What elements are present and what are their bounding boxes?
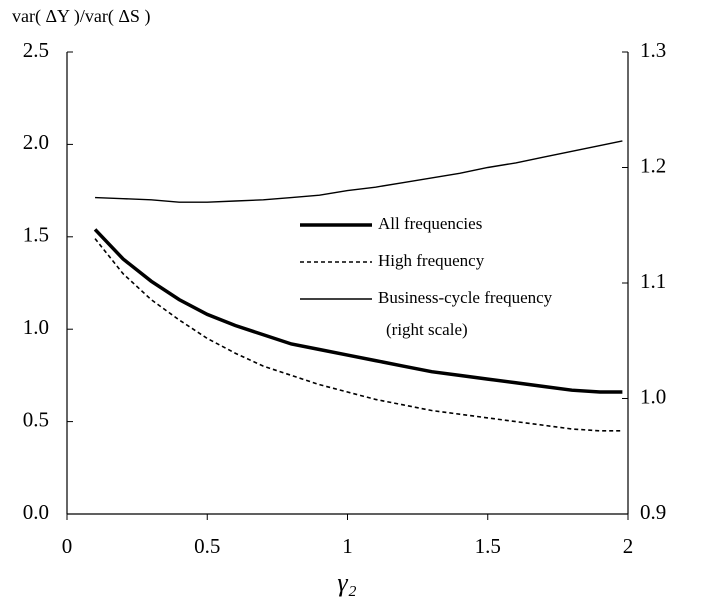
- series-line: [94, 238, 623, 432]
- y-axis-label: var( ΔY )/var( ΔS ): [12, 6, 150, 27]
- x-axis-label: γ₂: [337, 568, 356, 597]
- y2-tick-label: 1.3: [640, 38, 666, 62]
- legend-label: High frequency: [378, 251, 485, 270]
- y-tick-label: 2.5: [23, 38, 49, 62]
- y2-tick-label: 0.9: [640, 500, 666, 524]
- y-tick-label: 1.0: [23, 315, 49, 339]
- y-tick-label: 0.5: [23, 407, 49, 431]
- series-line: [93, 228, 623, 394]
- x-tick-label: 0: [62, 534, 73, 558]
- x-tick-label: 1: [342, 534, 353, 558]
- y-tick-label: 1.5: [23, 223, 49, 247]
- x-tick-label: 2: [623, 534, 634, 558]
- y2-tick-label: 1.0: [640, 384, 666, 408]
- x-tick-label: 0.5: [194, 534, 220, 558]
- legend-label: All frequencies: [378, 214, 482, 233]
- y-tick-label: 2.0: [23, 130, 49, 154]
- x-tick-label: 1.5: [475, 534, 501, 558]
- y2-tick-label: 1.1: [640, 269, 666, 293]
- series-line: [95, 140, 623, 203]
- y2-tick-label: 1.2: [640, 153, 666, 177]
- y-tick-label: 0.0: [23, 500, 49, 524]
- annotation: (right scale): [386, 320, 468, 339]
- legend-label: Business-cycle frequency: [378, 288, 553, 307]
